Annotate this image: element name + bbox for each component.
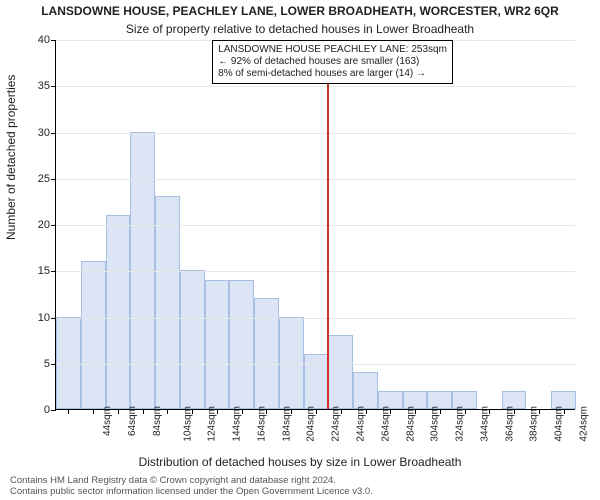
annotation-line-3: 8% of semi-detached houses are larger (1…: [218, 68, 447, 80]
y-tick-mark: [51, 133, 56, 134]
histogram-bar: [106, 215, 131, 409]
x-tick-mark: [341, 409, 342, 414]
x-tick-mark: [118, 409, 119, 414]
histogram-bar: [229, 280, 254, 410]
x-tick-mark: [440, 409, 441, 414]
x-tick-label: 44sqm: [102, 406, 113, 436]
histogram-bar: [205, 280, 230, 410]
x-tick-mark: [93, 409, 94, 414]
gridline-h: [56, 225, 575, 226]
x-tick-label: 84sqm: [152, 406, 163, 436]
x-tick-mark: [291, 409, 292, 414]
x-tick-mark: [465, 409, 466, 414]
histogram-bar: [353, 372, 378, 409]
x-tick-mark: [192, 409, 193, 414]
x-tick-mark: [489, 409, 490, 414]
x-tick-mark: [68, 409, 69, 414]
x-tick-mark: [167, 409, 168, 414]
footer-attribution: Contains HM Land Registry data © Crown c…: [10, 476, 590, 498]
y-axis-label: Number of detached properties: [4, 75, 18, 240]
plot-area: 051015202530354044sqm64sqm84sqm104sqm124…: [55, 40, 575, 410]
x-tick-mark: [539, 409, 540, 414]
x-tick-mark: [564, 409, 565, 414]
x-tick-label: 424sqm: [578, 406, 589, 442]
gridline-h: [56, 271, 575, 272]
y-tick-mark: [51, 179, 56, 180]
gridline-h: [56, 318, 575, 319]
histogram-bar: [56, 317, 81, 410]
y-tick-mark: [51, 364, 56, 365]
annotation-line-2: ← 92% of detached houses are smaller (16…: [218, 56, 447, 68]
y-tick-label: 0: [20, 404, 50, 416]
y-tick-mark: [51, 86, 56, 87]
y-tick-label: 40: [20, 34, 50, 46]
gridline-h: [56, 364, 575, 365]
histogram-bar: [328, 335, 353, 409]
y-tick-label: 35: [20, 80, 50, 92]
annotation-line-1: LANSDOWNE HOUSE PEACHLEY LANE: 253sqm: [218, 44, 447, 56]
x-tick-label: 64sqm: [127, 406, 138, 436]
annotation-box: LANSDOWNE HOUSE PEACHLEY LANE: 253sqm← 9…: [212, 40, 453, 84]
y-tick-mark: [51, 271, 56, 272]
gridline-h: [56, 179, 575, 180]
x-tick-mark: [514, 409, 515, 414]
title-line-2: Size of property relative to detached ho…: [0, 22, 600, 36]
reference-line: [327, 40, 329, 409]
x-axis-label: Distribution of detached houses by size …: [0, 455, 600, 469]
x-tick-mark: [366, 409, 367, 414]
x-tick-mark: [217, 409, 218, 414]
x-tick-mark: [390, 409, 391, 414]
y-tick-label: 15: [20, 265, 50, 277]
y-tick-label: 10: [20, 312, 50, 324]
x-tick-mark: [242, 409, 243, 414]
histogram-bar: [130, 132, 155, 410]
histogram-bar: [155, 196, 180, 409]
x-tick-mark: [316, 409, 317, 414]
gridline-h: [56, 133, 575, 134]
y-tick-label: 30: [20, 127, 50, 139]
y-tick-label: 20: [20, 219, 50, 231]
gridline-h: [56, 86, 575, 87]
chart-container: LANSDOWNE HOUSE, PEACHLEY LANE, LOWER BR…: [0, 0, 600, 500]
histogram-bar: [254, 298, 279, 409]
y-tick-mark: [51, 410, 56, 411]
y-tick-mark: [51, 318, 56, 319]
y-tick-mark: [51, 225, 56, 226]
histogram-bar: [81, 261, 106, 409]
title-line-1: LANSDOWNE HOUSE, PEACHLEY LANE, LOWER BR…: [0, 4, 600, 18]
x-tick-mark: [143, 409, 144, 414]
y-tick-label: 5: [20, 358, 50, 370]
y-tick-mark: [51, 40, 56, 41]
x-tick-mark: [415, 409, 416, 414]
y-tick-label: 25: [20, 173, 50, 185]
histogram-bar: [304, 354, 329, 410]
x-tick-mark: [266, 409, 267, 414]
histogram-bar: [180, 270, 205, 409]
histogram-bar: [279, 317, 304, 410]
footer-line-2: Contains public sector information licen…: [10, 487, 590, 498]
